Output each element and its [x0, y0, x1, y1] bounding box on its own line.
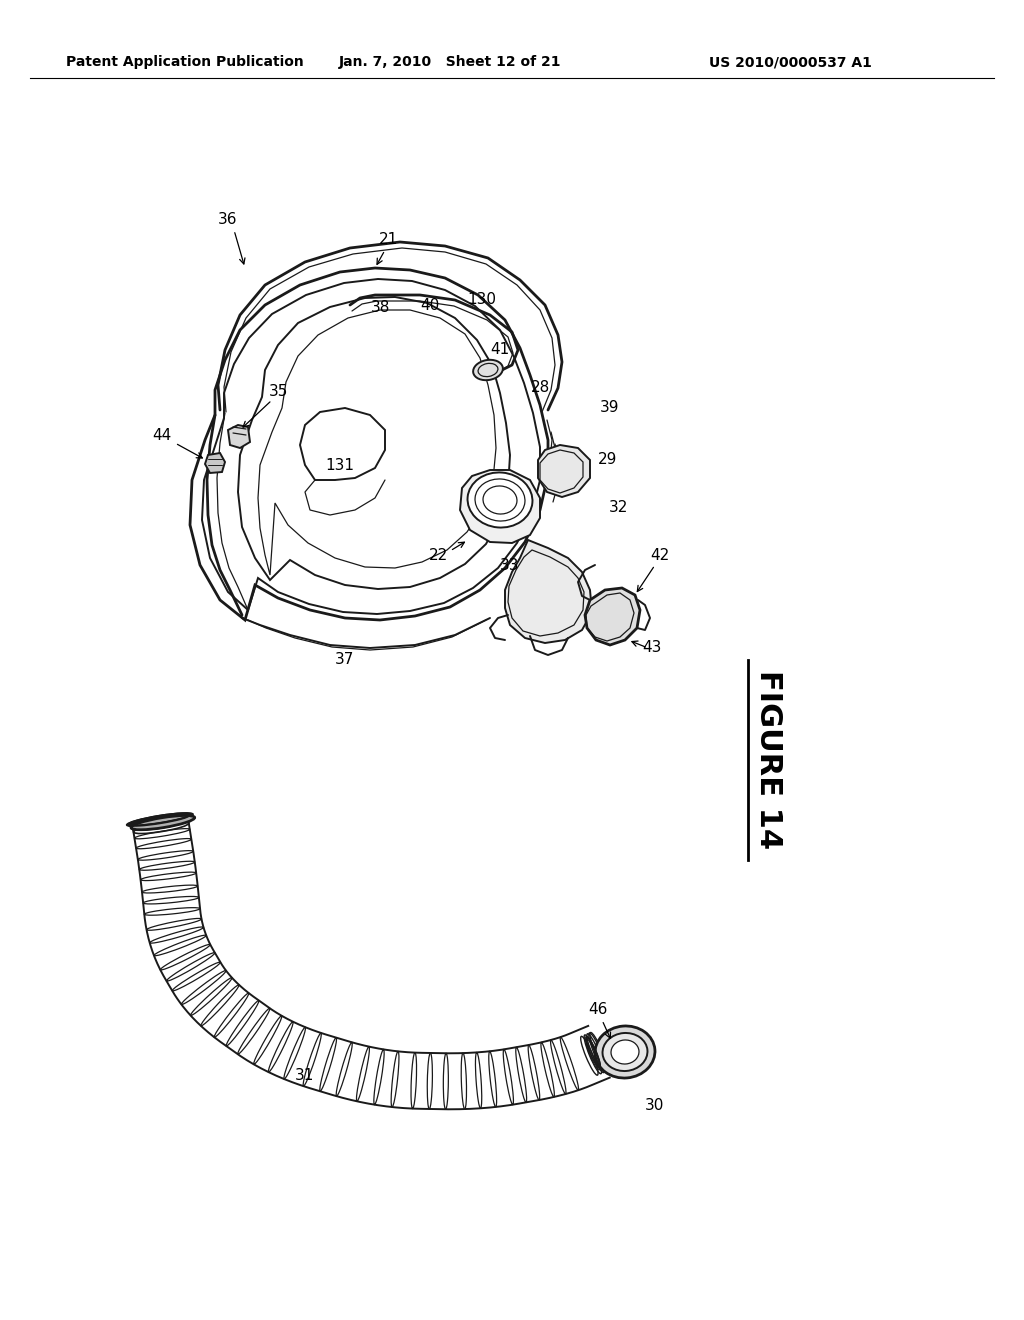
Text: 38: 38 [371, 301, 390, 315]
Ellipse shape [595, 1026, 655, 1078]
Polygon shape [460, 470, 540, 543]
Text: 29: 29 [598, 453, 617, 467]
Text: 41: 41 [490, 342, 510, 358]
Text: 36: 36 [218, 213, 238, 227]
Ellipse shape [468, 473, 532, 528]
Text: 31: 31 [295, 1068, 314, 1082]
Ellipse shape [473, 360, 503, 380]
Ellipse shape [127, 813, 194, 826]
Text: 35: 35 [268, 384, 288, 400]
Text: 131: 131 [326, 458, 354, 473]
Text: FIGURE 14: FIGURE 14 [754, 671, 782, 850]
Text: 42: 42 [650, 548, 670, 562]
Text: US 2010/0000537 A1: US 2010/0000537 A1 [709, 55, 871, 69]
Text: 21: 21 [379, 232, 397, 248]
Polygon shape [538, 445, 590, 498]
Text: 32: 32 [608, 500, 628, 516]
Polygon shape [300, 408, 385, 480]
Polygon shape [238, 297, 510, 589]
Text: 30: 30 [645, 1097, 665, 1113]
Text: 43: 43 [642, 640, 662, 656]
Text: Jan. 7, 2010   Sheet 12 of 21: Jan. 7, 2010 Sheet 12 of 21 [339, 55, 561, 69]
Polygon shape [228, 425, 250, 447]
Ellipse shape [602, 1034, 647, 1071]
Text: 46: 46 [589, 1002, 607, 1018]
Polygon shape [505, 540, 592, 643]
Text: 33: 33 [501, 557, 520, 573]
Text: 40: 40 [421, 297, 439, 313]
Text: 130: 130 [468, 293, 497, 308]
Text: 37: 37 [335, 652, 354, 668]
Text: 22: 22 [428, 548, 447, 562]
Polygon shape [205, 453, 225, 473]
Text: 39: 39 [600, 400, 620, 416]
Ellipse shape [611, 1040, 639, 1064]
Text: 44: 44 [153, 428, 172, 442]
Ellipse shape [131, 816, 195, 830]
Text: 28: 28 [530, 380, 550, 396]
Text: Patent Application Publication: Patent Application Publication [67, 55, 304, 69]
Ellipse shape [128, 813, 191, 826]
Polygon shape [190, 268, 548, 620]
Polygon shape [585, 587, 640, 645]
